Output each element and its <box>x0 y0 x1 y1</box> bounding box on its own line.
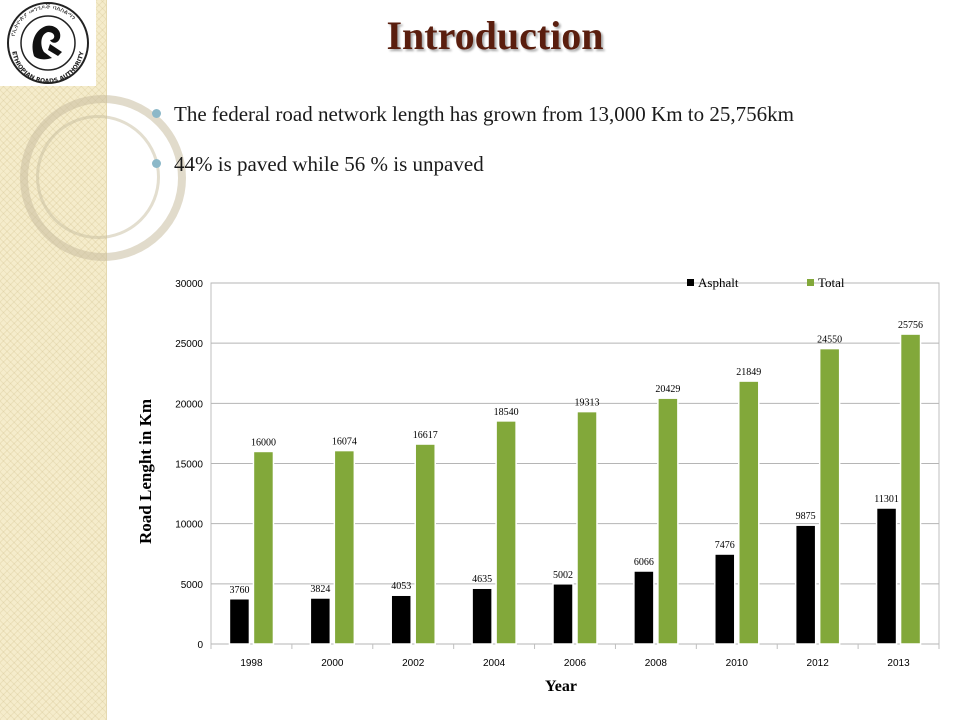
data-label: 24550 <box>817 335 842 346</box>
bar-total <box>333 449 356 645</box>
y-tick-label: 25000 <box>175 339 203 350</box>
bar-total <box>252 450 275 645</box>
data-label: 16000 <box>251 437 276 448</box>
bar-asphalt <box>794 524 817 645</box>
data-label: 21849 <box>736 367 761 378</box>
x-tick-label: 2006 <box>564 658 587 669</box>
legend-label: Total <box>818 275 845 290</box>
bar-asphalt <box>309 597 332 645</box>
data-label: 16074 <box>332 437 357 448</box>
x-axis-title: Year <box>545 678 577 695</box>
slide-title: Introduction <box>386 13 604 58</box>
data-label: 20429 <box>655 384 680 395</box>
bar-total <box>738 380 760 645</box>
data-label: 3824 <box>310 584 330 595</box>
bar-total <box>657 397 679 645</box>
bullet-icon <box>152 159 161 168</box>
data-label: 25756 <box>898 320 923 331</box>
bullet-icon <box>152 109 161 118</box>
legend-label: Asphalt <box>698 275 739 290</box>
ethiopian-roads-authority-logo: የኢትዮጵያ መንገዶች ባለስልጣን ETHIOPIAN ROADS AUTH… <box>0 0 96 86</box>
bullet-item: 44% is paved while 56 % is unpaved <box>152 142 904 186</box>
x-tick-label: 2004 <box>483 658 506 669</box>
road-length-bar-chart: 0 5000 10000 15000 20000 25000 30000 1998 3760 16… <box>136 275 940 695</box>
bar-total <box>495 420 517 645</box>
y-tick-label: 5000 <box>181 580 204 591</box>
data-label: 4053 <box>391 581 411 592</box>
x-tick-label: 1998 <box>240 658 263 669</box>
data-label: 9875 <box>796 511 816 522</box>
bar-total <box>818 347 841 645</box>
y-tick-label: 0 <box>197 640 203 651</box>
y-tick-label: 15000 <box>175 460 203 471</box>
x-tick-label: 2010 <box>726 658 749 669</box>
bullet-item: The federal road network length has grow… <box>152 92 904 136</box>
legend-swatch <box>807 279 814 286</box>
data-label: 3760 <box>229 585 249 596</box>
bar-total <box>899 333 922 645</box>
x-tick-label: 2002 <box>402 658 425 669</box>
bullet-text: 44% is paved while 56 % is unpaved <box>174 152 484 176</box>
bar-asphalt <box>390 594 412 645</box>
data-label: 18540 <box>494 407 519 418</box>
bar-asphalt <box>875 507 898 645</box>
bar-asphalt <box>552 583 574 645</box>
data-label: 4635 <box>472 574 492 585</box>
data-label: 5002 <box>553 570 573 581</box>
bullet-list: The federal road network length has grow… <box>152 92 904 192</box>
y-tick-label: 20000 <box>175 399 203 410</box>
y-axis-title: Road Lenght in Km <box>136 399 155 544</box>
data-label: 7476 <box>715 540 735 551</box>
legend-swatch <box>687 279 694 286</box>
bar-asphalt <box>471 587 493 645</box>
data-label: 19313 <box>575 398 600 409</box>
decorative-ring-inner <box>36 115 160 239</box>
decorative-ring <box>20 95 186 261</box>
data-label: 11301 <box>874 494 899 505</box>
data-label: 16617 <box>413 430 438 441</box>
x-tick-label: 2008 <box>645 658 668 669</box>
bar-asphalt <box>714 553 736 645</box>
bullet-text: The federal road network length has grow… <box>174 102 794 126</box>
bar-asphalt <box>228 598 251 645</box>
bar-asphalt <box>633 570 655 645</box>
data-label: 6066 <box>634 557 654 568</box>
y-tick-label: 10000 <box>175 520 203 531</box>
bar-total <box>414 443 436 645</box>
x-tick-label: 2012 <box>807 658 830 669</box>
x-tick-label: 2000 <box>321 658 344 669</box>
bar-total <box>576 410 598 645</box>
y-tick-label: 30000 <box>175 279 203 290</box>
x-tick-label: 2013 <box>887 658 910 669</box>
decorative-sidebar <box>0 0 186 720</box>
